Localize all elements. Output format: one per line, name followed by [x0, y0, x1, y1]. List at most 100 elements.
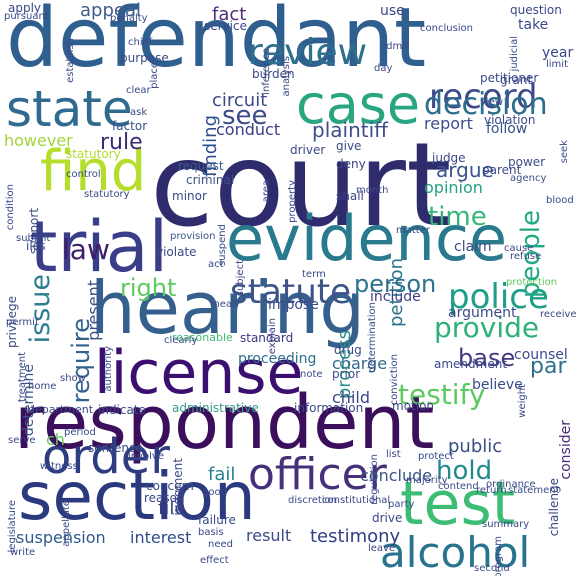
word-177: permit	[6, 317, 39, 328]
word-148: receive	[540, 309, 576, 320]
word-178: submit	[16, 233, 51, 244]
word-85: prior	[332, 367, 361, 381]
word-61: argument	[448, 305, 517, 321]
word-147: challenge	[547, 478, 561, 537]
word-60: claim	[454, 239, 492, 255]
word-146: protect	[418, 451, 454, 462]
word-41: report	[424, 114, 473, 133]
word-40: conduct	[216, 120, 281, 139]
word-179: judicial	[509, 36, 520, 72]
word-155: cause	[504, 243, 534, 254]
word-23: see	[222, 101, 268, 131]
word-164: act	[208, 259, 224, 270]
word-75: violation	[484, 113, 536, 127]
word-154: refuse	[510, 251, 542, 262]
word-54: conclude	[360, 466, 433, 485]
word-62: ch	[46, 430, 65, 449]
word-166: matter	[396, 225, 430, 236]
word-130: establish	[65, 38, 76, 83]
word-29: hold	[436, 456, 493, 486]
word-37: rule	[100, 130, 143, 155]
word-100: concern	[146, 479, 194, 493]
word-56: child	[332, 388, 370, 407]
word-25: time	[428, 202, 487, 232]
word-42: opinion	[424, 178, 483, 197]
word-175: pursuant	[4, 11, 49, 22]
word-48: suspension	[16, 528, 106, 547]
word-95: authority	[103, 346, 114, 392]
word-149: protection	[506, 277, 558, 288]
word-51: file	[158, 498, 186, 519]
word-78: give	[336, 139, 362, 153]
word-181: statutory	[84, 189, 130, 200]
word-124: service	[204, 19, 247, 33]
word-5: evidence	[226, 202, 508, 275]
word-99: good	[202, 487, 227, 498]
word-169: regulation	[369, 454, 380, 505]
word-123: condition	[5, 184, 16, 231]
word-70: criminal	[186, 173, 235, 187]
word-122: support	[27, 208, 41, 255]
word-19: statute	[230, 272, 352, 312]
word-96: sentence	[88, 441, 143, 455]
word-67: violate	[156, 245, 197, 259]
word-65: impose	[268, 297, 319, 313]
word-121: ilcs	[26, 239, 46, 253]
word-170: majority	[406, 475, 448, 486]
word-97: witness	[40, 461, 78, 472]
word-111: basis	[198, 527, 224, 538]
word-182: place	[149, 62, 160, 89]
word-101: reason	[144, 491, 185, 505]
word-68: provision	[170, 231, 216, 242]
word-76: statutory	[66, 147, 121, 161]
word-90: motion	[392, 399, 435, 413]
word-79: deny	[336, 157, 366, 171]
word-89: believe	[472, 377, 523, 393]
word-38: however	[4, 131, 73, 150]
word-94: department	[28, 403, 94, 416]
word-152: explain	[267, 318, 278, 355]
word-3: hearing	[90, 266, 365, 350]
word-36: fact	[212, 4, 247, 25]
word-88: amendment	[434, 357, 508, 371]
word-71: request	[178, 159, 224, 173]
word-137: view	[480, 97, 504, 108]
word-104: contend	[438, 481, 479, 492]
word-39: circuit	[212, 90, 268, 111]
word-160: blood	[546, 195, 574, 206]
word-134: take	[518, 17, 549, 33]
word-114: second	[474, 563, 510, 574]
word-184: inference	[261, 48, 272, 95]
word-128: penalty	[110, 13, 148, 24]
word-144: show	[60, 373, 86, 384]
word-168: conviction	[389, 354, 400, 406]
word-156: month	[356, 185, 389, 196]
word-176: ordinance	[486, 479, 536, 490]
word-14: alcohol	[380, 528, 531, 576]
word-47: testimony	[310, 526, 401, 547]
word-107: drive	[372, 511, 403, 525]
word-108: party	[388, 499, 415, 510]
word-157: seek	[559, 140, 570, 164]
word-165: control	[66, 169, 101, 180]
word-26: law	[62, 233, 110, 266]
word-142: clearly	[164, 335, 198, 346]
word-52: fail	[208, 464, 236, 485]
word-102: discretion	[288, 495, 338, 506]
word-87: counsel	[514, 347, 568, 363]
word-15: police	[448, 277, 549, 317]
word-172: program	[493, 536, 504, 576]
word-74: follow	[486, 121, 528, 137]
word-66: proceeding	[238, 351, 317, 367]
word-33: argue	[436, 158, 494, 182]
word-140: ask	[130, 107, 148, 118]
word-161: area	[261, 180, 272, 203]
word-22: issue	[25, 274, 56, 344]
word-21: testify	[398, 378, 486, 411]
word-153: determination	[367, 302, 378, 373]
word-1: defendant	[6, 0, 427, 86]
word-118: serve	[8, 435, 36, 446]
word-105: return	[476, 485, 507, 496]
word-109: leave	[368, 543, 396, 554]
